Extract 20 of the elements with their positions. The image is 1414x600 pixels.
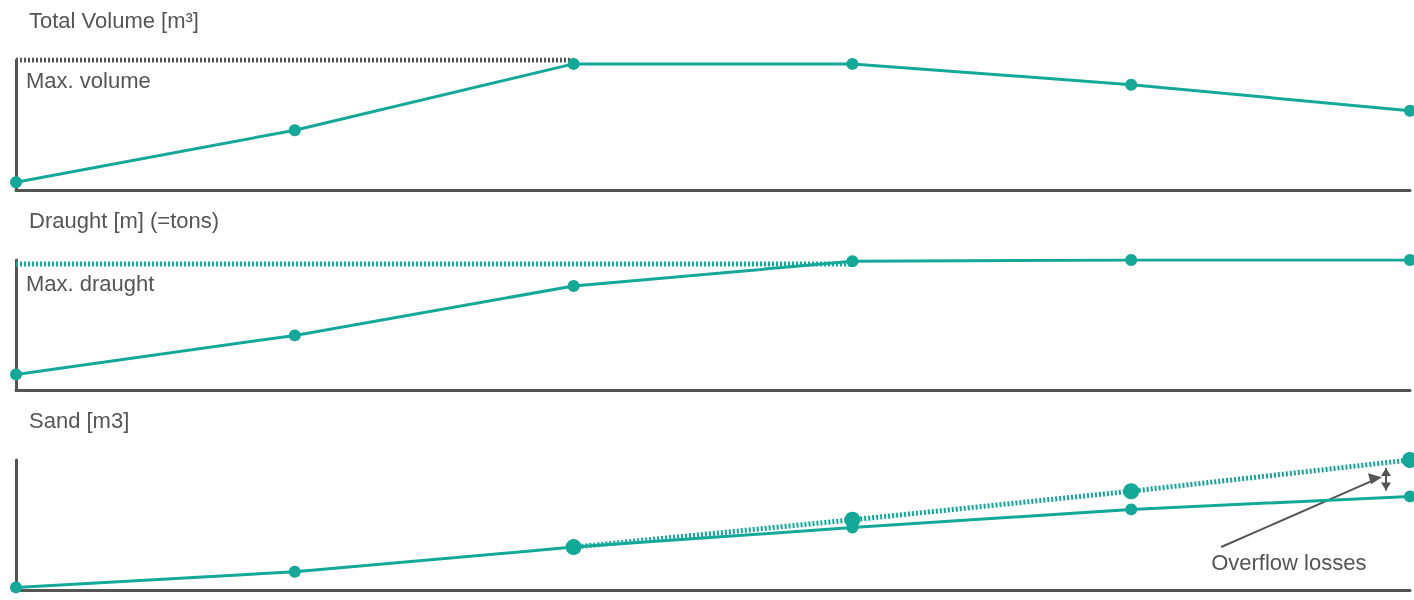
series-label: Max. draught bbox=[26, 271, 155, 297]
point bbox=[288, 329, 301, 342]
series-label: Max. volume bbox=[26, 67, 151, 93]
point bbox=[288, 124, 301, 137]
point bbox=[10, 368, 22, 381]
chart-title: Total Volume [m³] bbox=[29, 7, 199, 33]
point bbox=[846, 57, 859, 70]
point bbox=[567, 57, 580, 70]
point bbox=[1125, 503, 1138, 516]
point bbox=[10, 581, 22, 594]
point bbox=[1125, 254, 1138, 266]
point bbox=[567, 280, 580, 292]
point bbox=[288, 565, 301, 578]
point bbox=[1125, 78, 1138, 91]
point bbox=[1123, 483, 1140, 500]
point bbox=[846, 255, 859, 268]
point bbox=[10, 176, 22, 189]
chart-title: Sand [m3] bbox=[29, 407, 130, 433]
chart-title: Draught [m] (=tons) bbox=[29, 207, 220, 233]
annotation: Overflow losses bbox=[1211, 549, 1367, 575]
